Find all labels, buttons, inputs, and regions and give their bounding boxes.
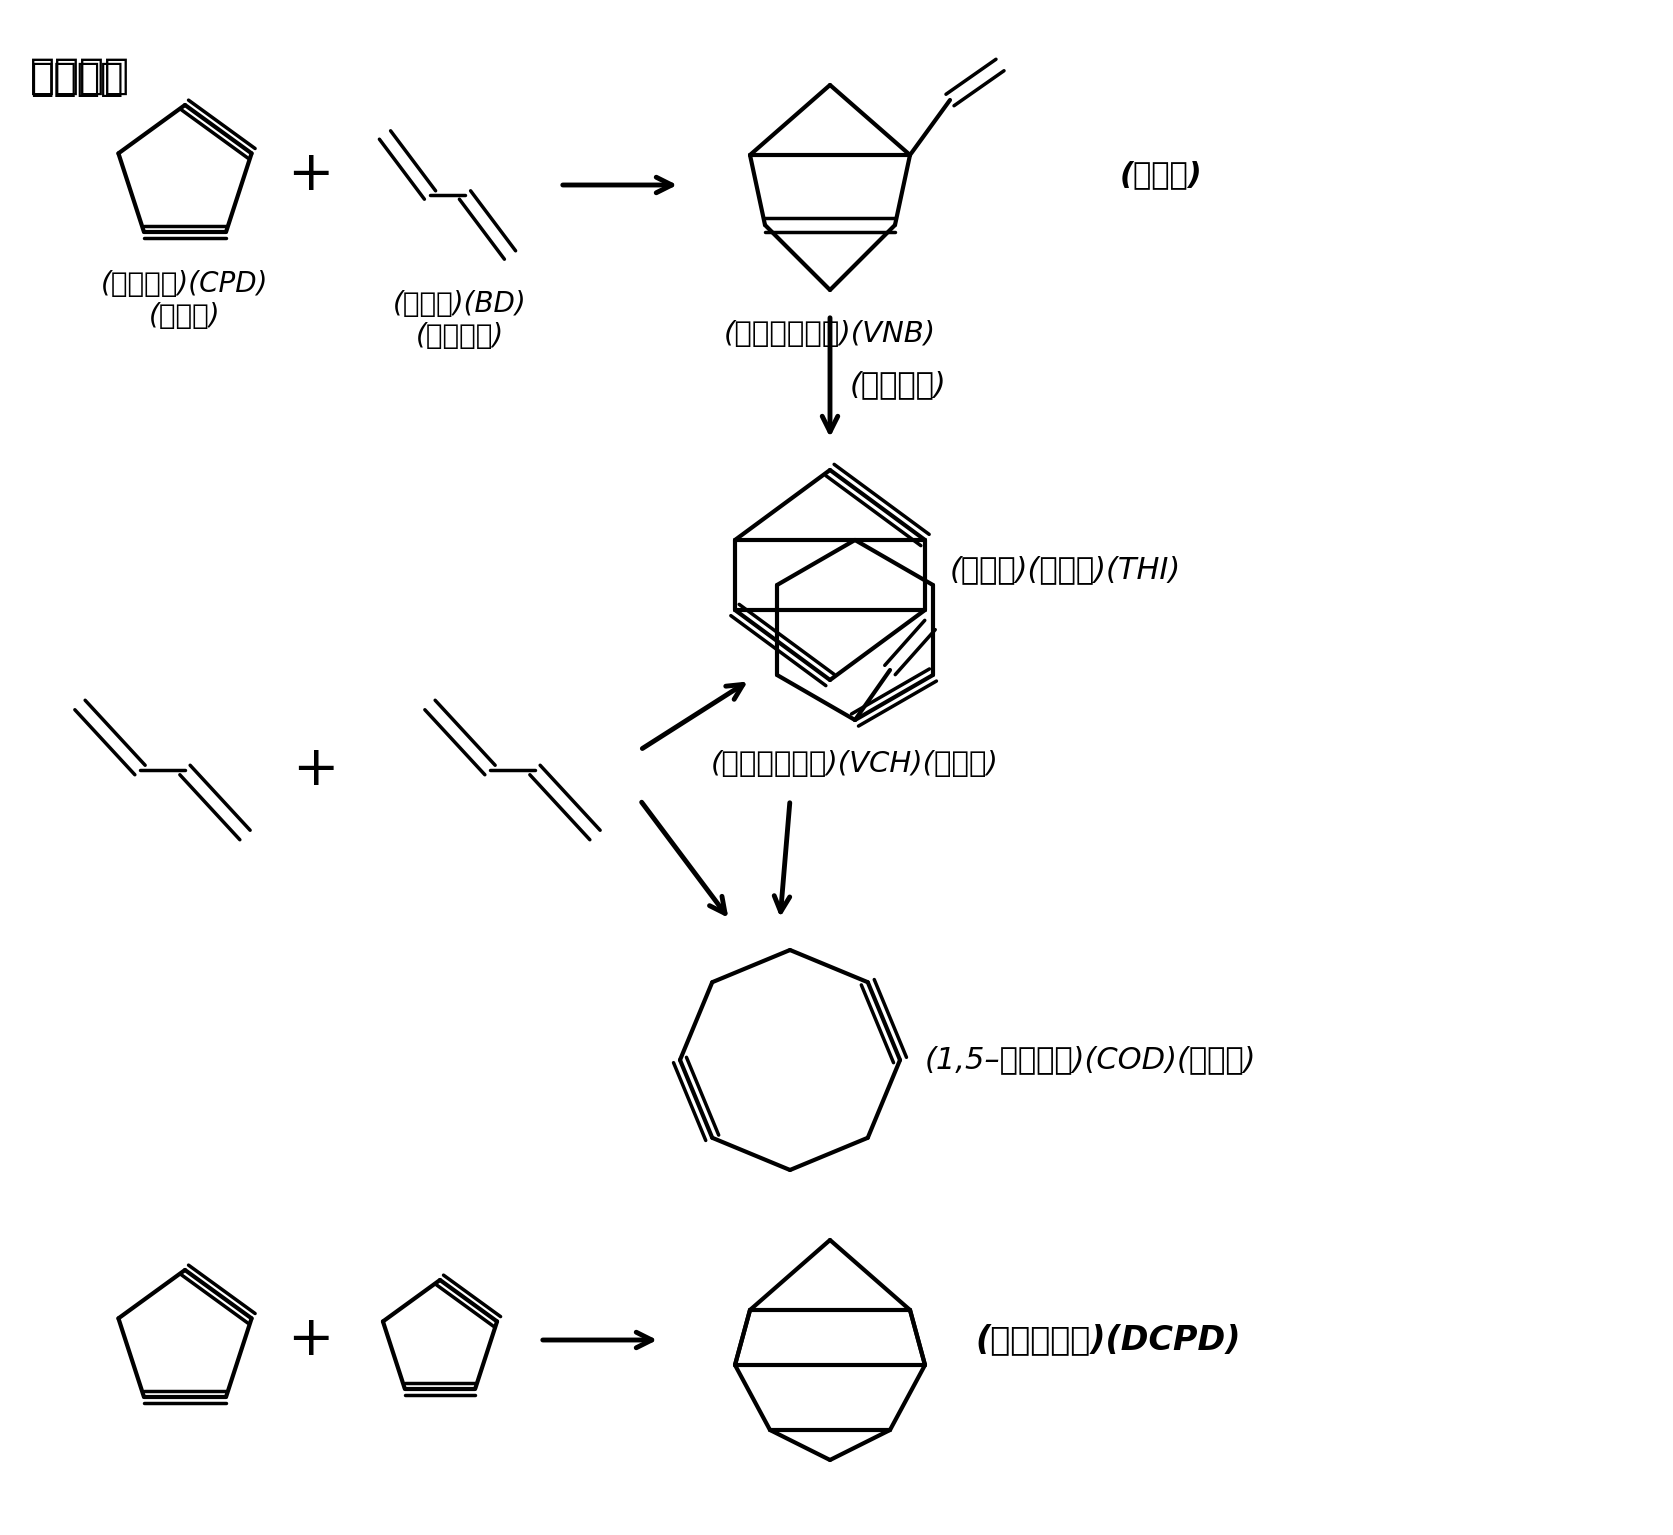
Text: (双环戊二烯)(DCPD): (双环戊二烯)(DCPD) xyxy=(975,1323,1240,1357)
Text: +: + xyxy=(286,1312,333,1368)
Text: (乙烯基环己烯)(VCH)(副产物): (乙烯基环己烯)(VCH)(副产物) xyxy=(711,751,999,778)
Text: (1,5–环辛二烯)(COD)(副产物): (1,5–环辛二烯)(COD)(副产物) xyxy=(925,1045,1256,1074)
Text: 二聚体：: 二聚体： xyxy=(30,55,130,97)
Text: (热异构化): (热异构化) xyxy=(850,370,947,399)
Text: (丁二烯)(BD)
(亲双烯体): (丁二烯)(BD) (亲双烯体) xyxy=(393,290,527,350)
Text: (主产物): (主产物) xyxy=(1119,161,1203,189)
Text: +: + xyxy=(286,147,333,203)
Text: (四氢茚)(副产物)(THI): (四氢茚)(副产物)(THI) xyxy=(950,556,1181,585)
Text: (环戊二烯)(CPD)
(双烯体): (环戊二烯)(CPD) (双烯体) xyxy=(102,270,269,330)
Text: +: + xyxy=(291,743,338,797)
Text: 二聚体：: 二聚体： xyxy=(30,60,124,98)
Text: (乙烯降冰片烯)(VNB): (乙烯降冰片烯)(VNB) xyxy=(724,319,937,348)
